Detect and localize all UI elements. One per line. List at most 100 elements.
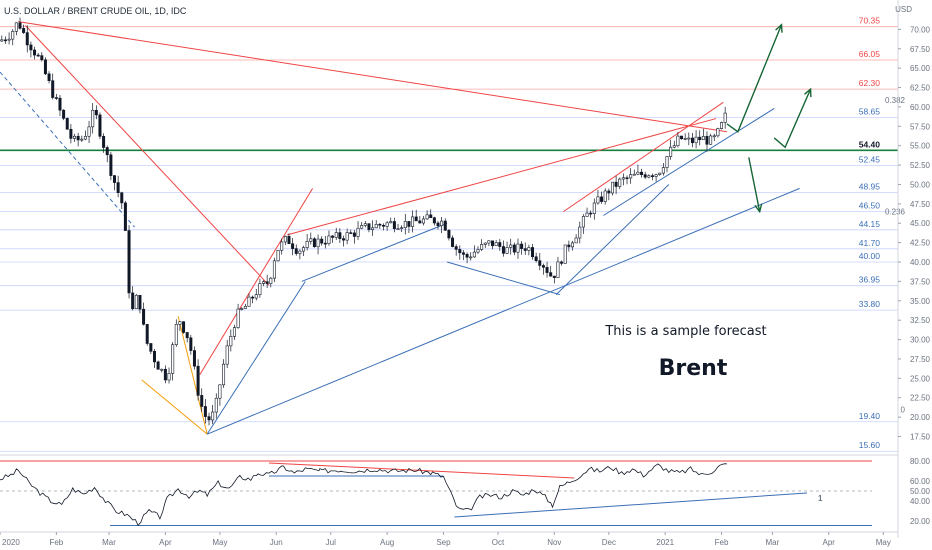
candle-body — [443, 220, 447, 231]
trendline — [206, 281, 306, 435]
osc-tick-label: 20.00 — [910, 517, 931, 526]
candle-body — [403, 221, 407, 229]
currency-label: USD — [895, 5, 912, 14]
candle-body — [254, 294, 258, 299]
candle-body — [440, 220, 444, 226]
candle-body — [483, 242, 487, 245]
candle-body — [36, 54, 40, 57]
y-tick-label: 70.00 — [910, 25, 931, 34]
candle-body — [91, 109, 95, 128]
oscillator-marker: 1 — [818, 494, 823, 503]
candle-body — [291, 243, 295, 249]
candle-body — [152, 351, 156, 363]
trendline — [206, 187, 800, 435]
candle-body — [527, 247, 531, 251]
candle-body — [523, 248, 527, 251]
candle-body — [650, 175, 654, 177]
candle-body — [661, 167, 665, 174]
candle-body — [185, 332, 189, 339]
symbol-title: U.S. DOLLAR / BRENT CRUDE OIL, 1D, IDC — [4, 6, 187, 16]
y-tick-label: 50.00 — [910, 180, 931, 189]
y-tick-label: 65.00 — [910, 64, 931, 73]
candle-body — [694, 136, 698, 144]
candle-body — [367, 223, 371, 230]
candle-body — [211, 411, 215, 421]
trendline — [446, 261, 560, 296]
y-tick-label: 27.50 — [910, 355, 931, 364]
candle-body — [229, 335, 233, 347]
candle-body — [127, 230, 131, 294]
candle-body — [676, 135, 680, 146]
candle-body — [316, 238, 320, 248]
candle-body — [621, 177, 625, 180]
candle-body — [625, 177, 629, 180]
y-tick-label: 42.50 — [910, 239, 931, 248]
price-level-label: 48.95 — [859, 182, 881, 192]
candle-body — [494, 242, 498, 247]
candle-body — [509, 244, 513, 248]
candle-body — [196, 365, 200, 396]
candle-body — [174, 323, 178, 346]
candle-body — [563, 244, 567, 264]
trendline — [603, 108, 775, 216]
candle-body — [25, 32, 29, 46]
candle-body — [396, 228, 400, 230]
candle-body — [305, 241, 309, 248]
candle-body — [276, 249, 280, 262]
candle-body — [411, 216, 415, 227]
y-tick-label: 32.50 — [910, 316, 931, 325]
trendline — [25, 25, 270, 286]
candle-body — [407, 221, 411, 227]
price-level-label: 62.30 — [859, 78, 881, 88]
forecast-arrows — [726, 23, 812, 214]
y-tick-label: 25.00 — [910, 374, 931, 383]
price-level-label: 70.35 — [859, 16, 881, 26]
candle-body — [680, 135, 684, 140]
candle-body — [534, 256, 538, 261]
candle-body — [600, 196, 604, 202]
x-tick-label: May — [212, 538, 227, 547]
candle-body — [22, 28, 26, 33]
candle-body — [356, 227, 360, 237]
candle-body — [116, 182, 120, 194]
candle-body — [520, 243, 524, 249]
price-level-label: 15.60 — [859, 440, 881, 450]
fib-label: 0.382 — [885, 96, 906, 105]
y-tick-label: 40.00 — [910, 258, 931, 267]
y-tick-label: 17.50 — [910, 432, 931, 441]
candle-body — [309, 238, 313, 242]
y-tick-label: 52.50 — [910, 161, 931, 170]
candle-body — [302, 247, 306, 252]
candle-body — [414, 216, 418, 222]
candle-body — [352, 232, 356, 237]
candle-body — [182, 321, 186, 333]
candle-body — [14, 22, 18, 32]
candle-body — [94, 109, 98, 116]
trendline — [563, 101, 724, 213]
y-tick-label: 67.50 — [910, 45, 931, 54]
candle-body — [432, 217, 436, 224]
candle-body — [247, 296, 251, 307]
candle-body — [581, 216, 585, 228]
y-tick-label: 55.00 — [910, 142, 931, 151]
candle-body — [251, 296, 255, 299]
candle-body — [283, 236, 287, 243]
candle-body — [243, 306, 247, 309]
candle-body — [451, 237, 455, 247]
price-level-label: 19.40 — [859, 411, 881, 421]
price-level-label: 58.65 — [859, 106, 881, 116]
candle-body — [200, 395, 204, 407]
forecast-arrow — [773, 88, 812, 149]
y-tick-label: 60.00 — [910, 103, 931, 112]
candle-body — [105, 147, 109, 156]
candle-body — [603, 190, 607, 202]
candle-body — [265, 281, 269, 284]
forecast-arrowhead — [775, 23, 783, 33]
candle-body — [687, 137, 691, 140]
y-tick-label: 62.50 — [910, 84, 931, 93]
candle-body — [570, 242, 574, 248]
candle-body — [62, 109, 66, 119]
candle-body — [472, 251, 476, 258]
trendline — [555, 184, 670, 295]
